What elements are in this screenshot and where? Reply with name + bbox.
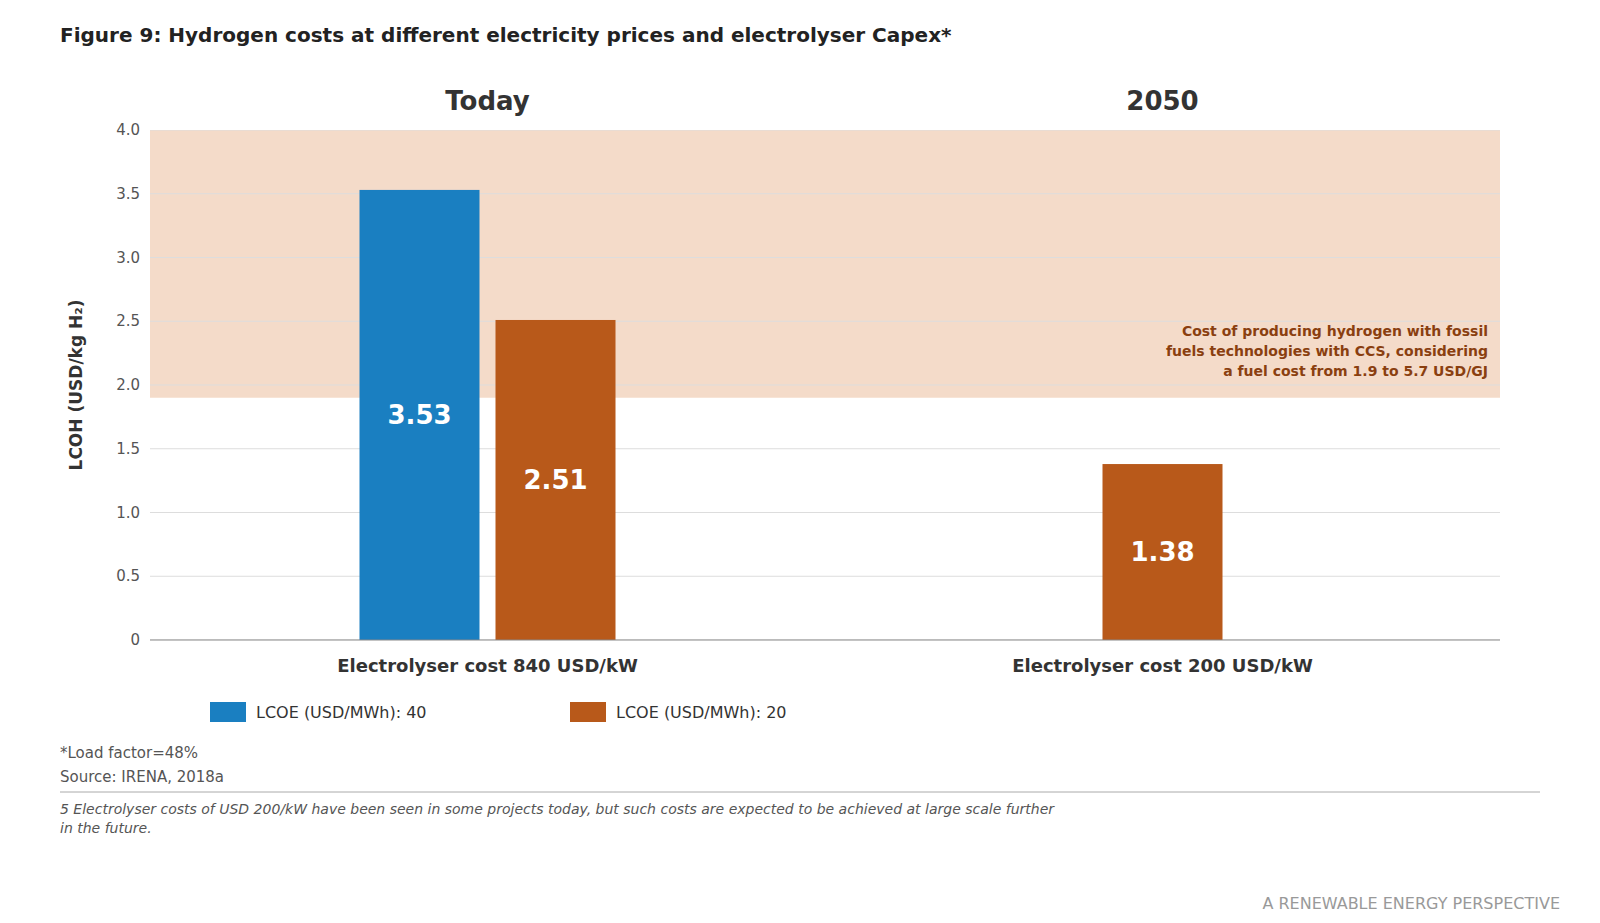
footnote: 5 Electrolyser costs of USD 200/kW have … [60,801,1055,836]
grid-line [150,257,1500,258]
grid-line [150,512,1500,513]
data-label: 3.53 [387,400,451,430]
footnote: *Load factor=48% [60,744,198,762]
title: Figure 9: Hydrogen costs at different el… [60,23,952,47]
chart: Figure 9: Hydrogen costs at different el… [0,0,1600,923]
grid-line [150,385,1500,386]
plot-area [150,130,1500,640]
text-line: fuels technologies with CCS, considering [1166,343,1488,359]
x-axis-line [150,640,1500,641]
tick-label: 1.5 [116,440,140,458]
tick-label: 0.5 [116,567,140,585]
data-labels: 3.53 2.51 1.38 [387,400,1194,567]
tick-label: 2.0 [116,376,140,394]
category-label: Electrolyser cost 840 USD/kW [337,655,638,676]
group-subtitle: 2050 [1126,86,1198,116]
tick-label: 2.5 [116,312,140,330]
separator [60,792,1540,793]
y-axis: 0 0.5 1.0 1.5 2.0 2.5 3.0 3.5 4.0 [116,121,140,649]
category-label: Electrolyser cost 200 USD/kW [1012,655,1313,676]
text-line: 5 Electrolyser costs of USD 200/kW have … [60,801,1055,817]
text-line: Cost of producing hydrogen with fossil [1182,323,1488,339]
text-line: Source: IRENA, 2018a [60,768,224,786]
legend-label: LCOE (USD/MWh): 40 [256,703,427,722]
legend-label: LCOE (USD/MWh): 20 [616,703,787,722]
legend-swatch [210,702,246,722]
bar [496,320,616,640]
tick-label: 3.5 [116,185,140,203]
tick-label: 1.0 [116,504,140,522]
legend: LCOE (USD/MWh): 40 LCOE (USD/MWh): 20 [210,702,787,722]
tick-label: 3.0 [116,249,140,267]
grid-line [150,576,1500,577]
band-label: Cost of producing hydrogen with fossil fu… [1166,323,1488,379]
data-label: 2.51 [523,465,587,495]
bar [1103,464,1223,640]
legend-swatch [570,702,606,722]
grid-line [150,640,1500,641]
page-label: A RENEWABLE ENERGY PERSPECTIVE [1262,894,1560,913]
bar [360,190,480,640]
band [150,130,1500,398]
y-label: LCOH (USD/kg H₂) [66,300,86,471]
footnote: Source: IRENA, 2018a [60,768,224,786]
tick-label: 0 [130,631,140,649]
grid-line [150,448,1500,449]
text-line: a fuel cost from 1.9 to 5.7 USD/GJ [1223,363,1488,379]
grid-line [150,321,1500,322]
grid-line [150,193,1500,194]
data-label: 1.38 [1130,537,1194,567]
group-subtitle: Today [445,86,530,116]
grid-line [150,130,1500,131]
text-line: in the future. [60,820,152,836]
tick-label: 4.0 [116,121,140,139]
text-line: *Load factor=48% [60,744,198,762]
